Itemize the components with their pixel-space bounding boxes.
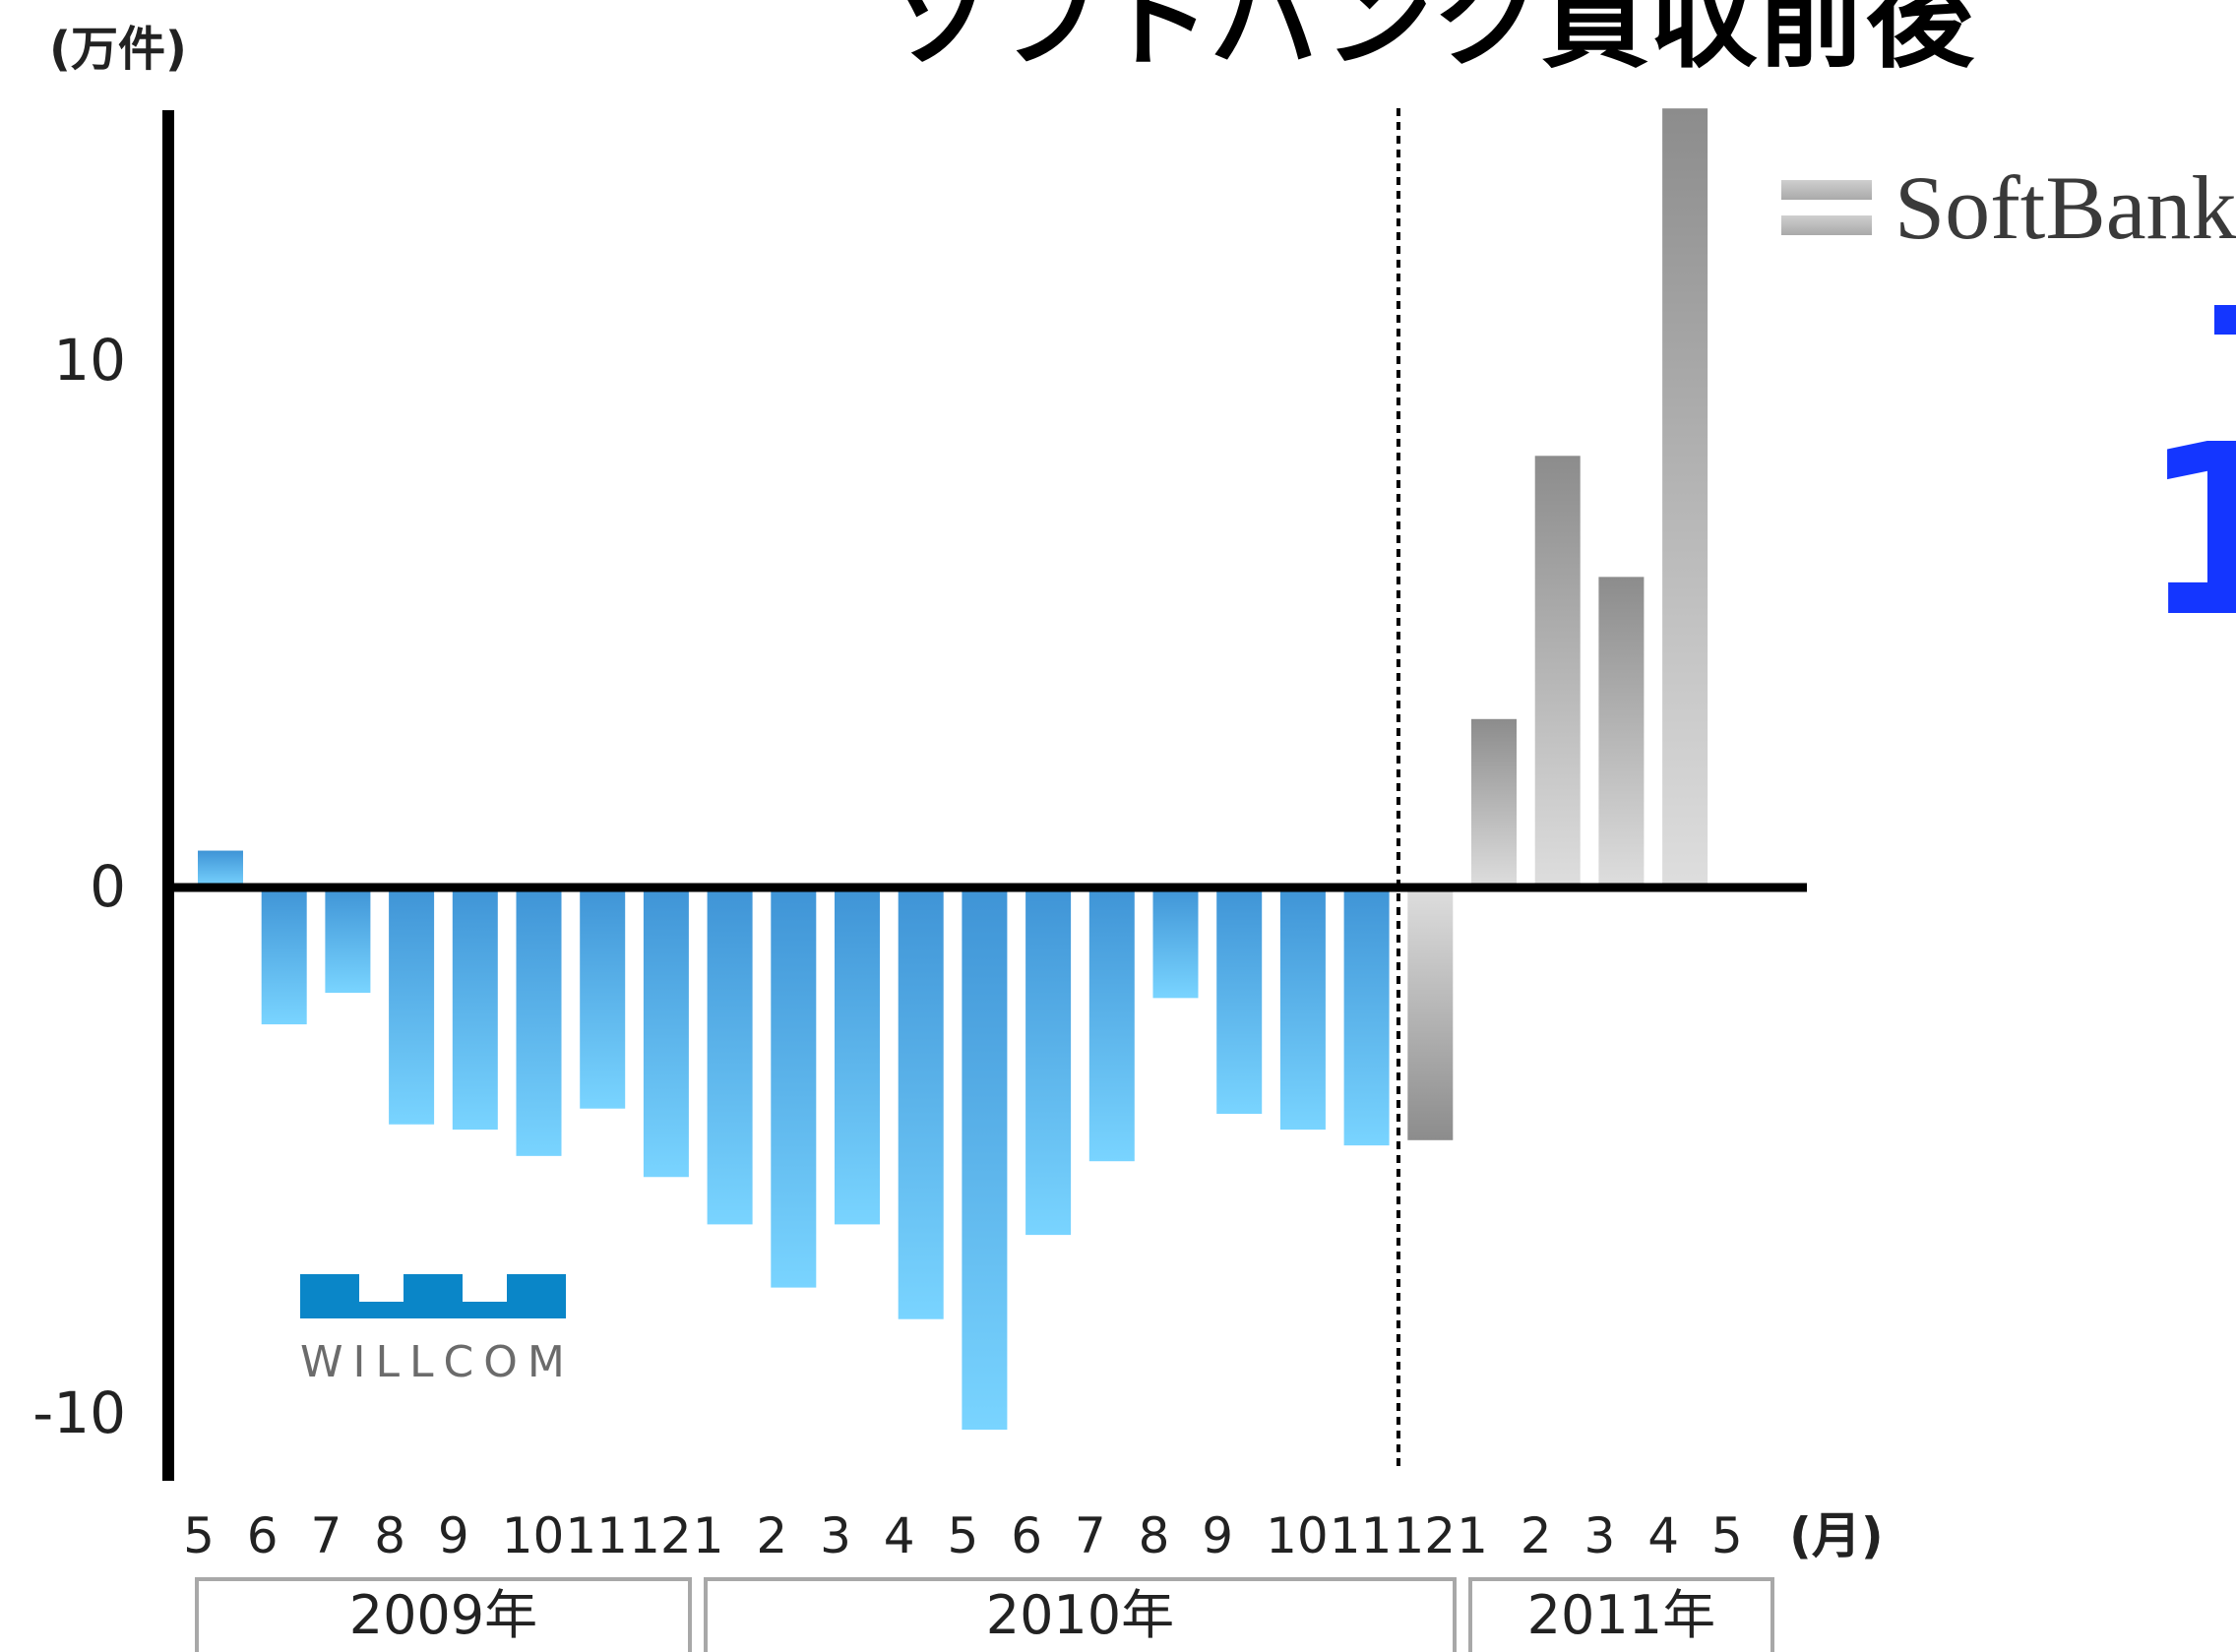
bar xyxy=(962,887,1008,1431)
year-group-label: 2010年 xyxy=(704,1577,1457,1652)
bar xyxy=(261,887,307,1025)
bar xyxy=(325,887,371,993)
bar xyxy=(835,887,880,1225)
x-tick-label: 1 xyxy=(1457,1507,1488,1564)
bar xyxy=(198,850,243,887)
bar xyxy=(771,887,817,1288)
x-tick-label: 3 xyxy=(1584,1507,1615,1564)
bar xyxy=(707,887,753,1225)
y-tick-label: 10 xyxy=(53,327,126,394)
willcom-logo-text: WILLCOM xyxy=(300,1337,575,1387)
x-tick-label: 1 xyxy=(693,1507,724,1564)
x-tick-label: 11 xyxy=(565,1507,628,1564)
year-group-label: 2009年 xyxy=(194,1577,693,1652)
x-tick-label: 2 xyxy=(756,1507,787,1564)
x-tick-label: 12 xyxy=(629,1507,692,1564)
x-tick-label: 9 xyxy=(1202,1507,1233,1564)
bar xyxy=(1598,577,1645,887)
softbank-logo-mark xyxy=(1781,180,1872,251)
willcom-logo: WILLCOM xyxy=(300,1274,575,1387)
softbank-logo-text: SoftBank xyxy=(1894,157,2236,258)
bar xyxy=(580,887,626,1109)
y-tick-label: 0 xyxy=(90,853,126,920)
x-tick-label: 4 xyxy=(1647,1507,1679,1564)
bar xyxy=(1216,887,1263,1115)
x-tick-label: 7 xyxy=(1075,1507,1106,1564)
year-group-label: 2011年 xyxy=(1467,1577,1775,1652)
bar xyxy=(643,887,689,1178)
x-tick-label: 8 xyxy=(1139,1507,1170,1564)
x-tick-label: 7 xyxy=(310,1507,342,1564)
x-tick-label: 10 xyxy=(1266,1507,1329,1564)
bar xyxy=(1534,456,1581,887)
y-unit-label: (万件) xyxy=(49,22,187,77)
x-tick-label: 11 xyxy=(1330,1507,1393,1564)
x-tick-label: 6 xyxy=(247,1507,279,1564)
x-tick-label: 3 xyxy=(820,1507,851,1564)
x-unit-label: (月) xyxy=(1789,1507,1884,1564)
bar xyxy=(898,887,944,1319)
x-tick-label: 2 xyxy=(1521,1507,1552,1564)
x-tick-label: 5 xyxy=(1711,1507,1743,1564)
bar xyxy=(516,887,562,1156)
bar xyxy=(1662,108,1708,887)
x-tick-label: 8 xyxy=(374,1507,405,1564)
highlight-number-cropped: 1 xyxy=(2141,394,2236,669)
page-title-cropped: ソフトバンク買収前後 xyxy=(886,0,1974,83)
x-tick-label: 4 xyxy=(884,1507,915,1564)
x-tick-label: 5 xyxy=(947,1507,978,1564)
highlight-number-fragment xyxy=(2214,305,2236,335)
bar xyxy=(452,887,498,1131)
x-tick-label: 9 xyxy=(438,1507,469,1564)
x-tick-label: 10 xyxy=(502,1507,565,1564)
bar xyxy=(1152,887,1199,999)
bar xyxy=(389,887,435,1125)
x-tick-label: 5 xyxy=(183,1507,215,1564)
bar xyxy=(1088,887,1135,1162)
willcom-logo-mark xyxy=(300,1274,566,1318)
x-tick-label: 12 xyxy=(1393,1507,1456,1564)
x-tick-label: 6 xyxy=(1011,1507,1042,1564)
bar xyxy=(1279,887,1326,1131)
bar xyxy=(1471,718,1517,887)
y-tick-label: -10 xyxy=(32,1379,126,1446)
bar xyxy=(1025,887,1072,1236)
bar xyxy=(1343,887,1390,1146)
bar xyxy=(1407,887,1454,1140)
